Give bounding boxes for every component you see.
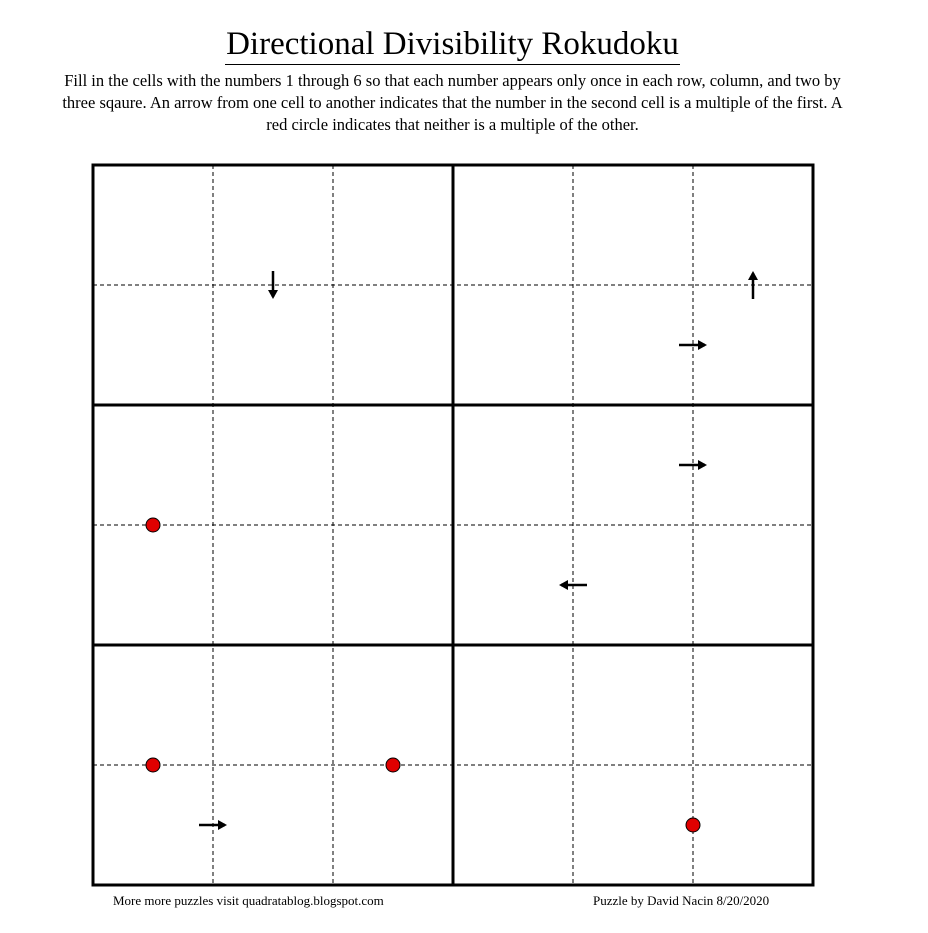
grid-cell-r3c5[interactable] [573,405,693,525]
grid-cell-r2c3[interactable] [333,285,453,405]
grid-cell-r1c2[interactable] [213,165,333,285]
grid-cell-r2c6[interactable] [693,285,813,405]
grid-cell-r5c3[interactable] [333,645,453,765]
red-circle-icon [685,817,701,833]
red-circle-icon [145,757,161,773]
grid-cell-r5c1[interactable] [93,645,213,765]
arrow-right-icon [679,340,707,350]
grid-cell-r2c2[interactable] [213,285,333,405]
puzzle-title-text: Directional Divisibility Rokudoku [225,24,680,65]
arrow-right-icon [679,460,707,470]
arrow-up-icon [748,271,758,299]
arrow-head [698,460,707,470]
grid-cell-r3c6[interactable] [693,405,813,525]
grid-cell-r2c1[interactable] [93,285,213,405]
arrow-head [698,340,707,350]
box-borders [91,163,815,887]
grid-cell-r4c2[interactable] [213,525,333,645]
grid-cell-r6c1[interactable] [93,765,213,885]
footer-website: More more puzzles visit quadratablog.blo… [113,893,384,908]
grid-cell-r4c4[interactable] [453,525,573,645]
grid-cell-r3c1[interactable] [93,405,213,525]
arrow-head [559,580,568,590]
grid-cell-r2c4[interactable] [453,285,573,405]
instructions: Fill in the cells with the numbers 1 thr… [62,71,843,134]
grid-cell-r3c3[interactable] [333,405,453,525]
grid-cell-r5c2[interactable] [213,645,333,765]
puzzle-title: Directional Divisibility Rokudoku [0,22,905,66]
red-circle-icon [385,757,401,773]
grid-cell-r4c6[interactable] [693,525,813,645]
grid-cell-r5c6[interactable] [693,645,813,765]
grid-cell-r1c3[interactable] [333,165,453,285]
grid-cell-r3c4[interactable] [453,405,573,525]
grid-cell-r5c5[interactable] [573,645,693,765]
grid-cell-r1c5[interactable] [573,165,693,285]
grid-cell-r1c1[interactable] [93,165,213,285]
grid-cell-r6c5[interactable] [573,765,693,885]
red-circle-icon [145,517,161,533]
grid-cell-r6c3[interactable] [333,765,453,885]
grid-cell-r1c4[interactable] [453,165,573,285]
grid-cell-r1c6[interactable] [693,165,813,285]
grid-cell-r4c3[interactable] [333,525,453,645]
grid-cell-r6c4[interactable] [453,765,573,885]
arrow-right-icon [199,820,227,830]
arrow-left-icon [559,580,587,590]
arrow-down-icon [268,271,278,299]
grid-cell-r4c1[interactable] [93,525,213,645]
grid-cell-r4c5[interactable] [573,525,693,645]
grid-cell-r2c5[interactable] [573,285,693,405]
clue-layer [145,271,758,833]
arrow-head [268,290,278,299]
footer-author: Puzzle by David Nacin 8/20/2020 [593,893,770,908]
grid-cell-r5c4[interactable] [453,645,573,765]
cell-layer [93,165,813,885]
grid-cell-r3c2[interactable] [213,405,333,525]
arrow-head [748,271,758,280]
arrow-head [218,820,227,830]
grid-cell-r6c2[interactable] [213,765,333,885]
grid-cell-r6c6[interactable] [693,765,813,885]
